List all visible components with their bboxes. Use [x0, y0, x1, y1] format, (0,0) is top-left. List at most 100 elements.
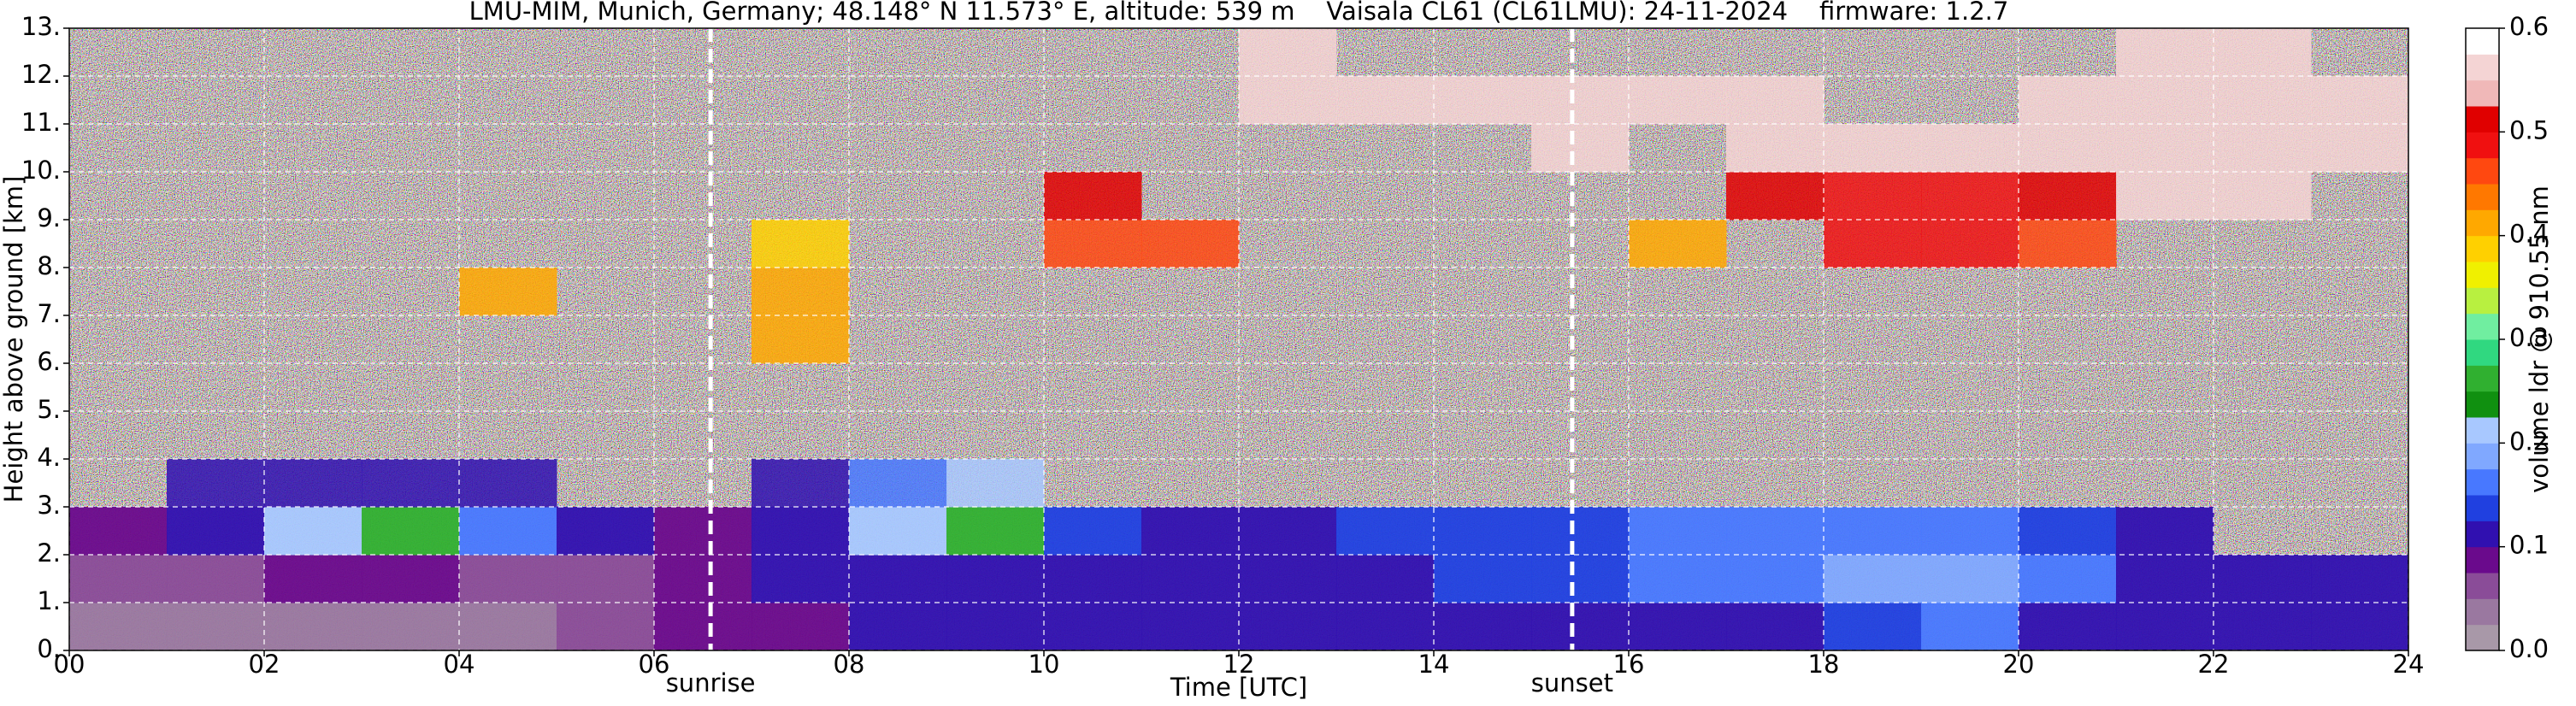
colorbar-swatch [2466, 339, 2499, 366]
heatmap-cell [1531, 555, 1630, 603]
heatmap-cell [1141, 603, 1240, 651]
heatmap-cell [1531, 124, 1630, 173]
x-tick-label: 12 [1223, 650, 1255, 679]
heatmap-cell [1434, 603, 1532, 651]
heatmap-cell [264, 603, 363, 651]
heatmap-cell [1629, 603, 1727, 651]
heatmap-cell [2213, 124, 2312, 173]
colorbar-swatch [2466, 417, 2499, 444]
heatmap-cell [1921, 220, 2019, 268]
heatmap-cell [1921, 507, 2019, 556]
heatmap-cell [1726, 172, 1824, 221]
heatmap-cell [1921, 124, 2019, 173]
colorbar-swatch [2466, 391, 2499, 418]
heatmap-cell [362, 459, 460, 508]
x-axis-label: Time [UTC] [1170, 673, 1307, 702]
heatmap-cell [2213, 28, 2312, 77]
heatmap-cell [2116, 172, 2214, 221]
heatmap-cell [264, 507, 363, 556]
y-tick-label: 12. [21, 60, 61, 89]
colorbar-tick-label: 0.0 [2509, 634, 2549, 663]
y-tick-label: 9. [37, 203, 61, 232]
colorbar-tick-label: 0.5 [2509, 115, 2549, 144]
heatmap-cell [2019, 124, 2117, 173]
heatmap-cell [2019, 603, 2117, 651]
heatmap-cell [1726, 76, 1824, 125]
y-tick-label: 13. [21, 12, 61, 41]
heatmap-cell [2019, 507, 2117, 556]
heatmap-cell [1336, 555, 1435, 603]
heatmap-cell [2019, 76, 2117, 125]
heatmap-cell [849, 507, 947, 556]
heatmap-cell [2019, 172, 2117, 221]
heatmap-cell [1824, 124, 1922, 173]
colorbar-swatch [2466, 106, 2499, 132]
heatmap-cell [1629, 555, 1727, 603]
heatmap-cell [1531, 76, 1630, 125]
y-tick-label: 11. [21, 108, 61, 137]
heatmap-cell [2311, 76, 2409, 125]
heatmap-cell [1921, 603, 2019, 651]
x-tick-label: 20 [2003, 650, 2035, 679]
colorbar-swatch [2466, 468, 2499, 496]
colorbar-swatch [2466, 443, 2499, 470]
colorbar-swatch [2466, 157, 2499, 185]
heatmap-cell [752, 507, 850, 556]
heatmap-cell [1824, 220, 1922, 268]
heatmap-cell [69, 603, 168, 651]
heatmap-cell [459, 268, 557, 316]
heatmap-cell [1824, 172, 1922, 221]
heatmap-cell [752, 220, 850, 268]
chart-title: LMU-MIM, Munich, Germany; 48.148° N 11.5… [469, 0, 2009, 26]
colorbar-swatch [2466, 598, 2499, 626]
y-tick-label: 7. [37, 299, 61, 328]
heatmap-cell [1044, 172, 1142, 221]
heatmap [69, 28, 2409, 651]
heatmap-cell [557, 603, 655, 651]
heatmap-cell [2116, 124, 2214, 173]
heatmap-cell [1434, 507, 1532, 556]
heatmap-cell [557, 555, 655, 603]
heatmap-cell [752, 315, 850, 364]
heatmap-cell [1239, 28, 1337, 77]
heatmap-cell [1239, 507, 1337, 556]
heatmap-cell [167, 507, 265, 556]
colorbar-tick-label: 0.1 [2509, 531, 2549, 560]
x-tick-label: 18 [1808, 650, 1840, 679]
heatmap-cell [1726, 603, 1824, 651]
colorbar-swatch [2466, 79, 2499, 107]
colorbar-tick-label: 0.4 [2509, 220, 2549, 249]
heatmap-cell [1921, 555, 2019, 603]
heatmap-cell [2213, 603, 2312, 651]
y-tick-label: 1. [37, 586, 61, 615]
heatmap-cell [362, 555, 460, 603]
x-tick-label: 00 [54, 650, 85, 679]
heatmap-cell [946, 555, 1045, 603]
heatmap-cell [946, 603, 1045, 651]
heatmap-cell [1141, 555, 1240, 603]
heatmap-cell [1921, 172, 2019, 221]
heatmap-cell [1531, 507, 1630, 556]
heatmap-cell [459, 507, 557, 556]
heatmap-cell [1824, 507, 1922, 556]
heatmap-cell [654, 603, 752, 651]
heatmap-cell [1434, 76, 1532, 125]
heatmap-cell [752, 268, 850, 316]
colorbar-swatch [2466, 546, 2499, 574]
y-tick-label: 4. [37, 443, 61, 472]
heatmap-cell [1239, 603, 1337, 651]
heatmap-cell [849, 603, 947, 651]
heatmap-cell [2116, 603, 2214, 651]
colorbar-swatch [2466, 365, 2499, 392]
y-tick-label: 6. [37, 347, 61, 376]
heatmap-cell [2213, 172, 2312, 221]
x-tick-label: 02 [249, 650, 280, 679]
heatmap-cell [1726, 124, 1824, 173]
heatmap-cell [654, 507, 752, 556]
heatmap-cell [69, 507, 168, 556]
heatmap-cell [2311, 555, 2409, 603]
heatmap-cell [557, 507, 655, 556]
colorbar-swatch [2466, 313, 2499, 340]
heatmap-cell [1434, 555, 1532, 603]
